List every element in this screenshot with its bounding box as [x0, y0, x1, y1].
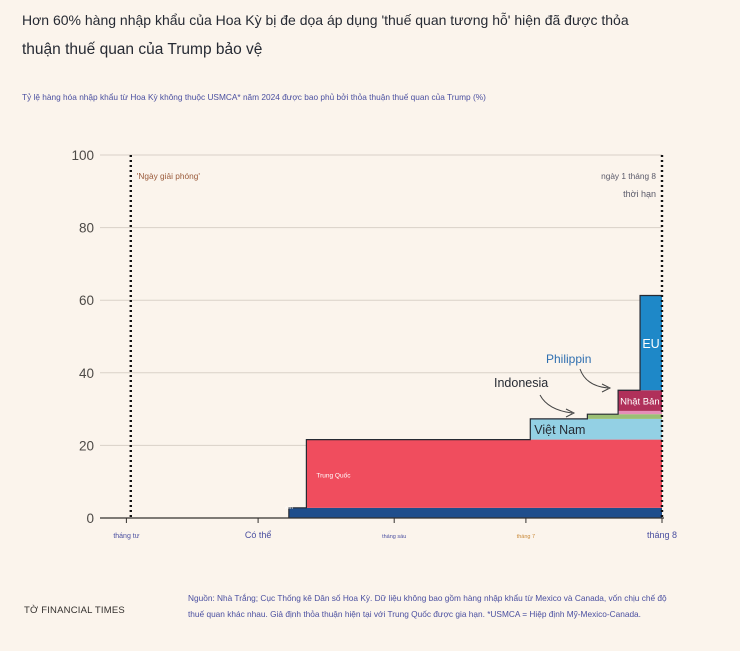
area-eu [640, 295, 662, 391]
x-tick-label-3: tháng 7 [517, 534, 535, 540]
source-line-1: Nguồn: Nhà Trắng; Cục Thống kê Dân số Ho… [188, 593, 667, 603]
series-areas [288, 294, 662, 518]
y-tick-label-20: 20 [79, 438, 94, 453]
event-label-aug1: ngày 1 tháng 8 [601, 171, 656, 181]
label-japan: Nhật Bản [620, 397, 660, 408]
arrowhead-indonesia [565, 408, 576, 418]
area-trung-quốc [306, 439, 662, 508]
event-label-liberation-day: 'Ngày giải phóng' [137, 171, 201, 181]
x-tick-label-4: tháng 8 [647, 530, 677, 540]
label-china: Trung Quốc [316, 470, 351, 479]
x-tick-label-2: tháng sáu [382, 534, 406, 540]
arrowhead-philippines [601, 383, 612, 393]
event-lines: 'Ngày giải phóng' ngày 1 tháng 8 thời hạn [129, 155, 664, 518]
y-tick-label-0: 0 [86, 511, 94, 526]
y-tick-label-60: 60 [79, 293, 94, 308]
x-tick-label-1: Có thể [245, 530, 272, 540]
chart-title-line1: Hơn 60% hàng nhập khẩu của Hoa Kỳ bị đe … [22, 12, 629, 28]
arrow-indonesia [539, 394, 573, 414]
area-anh [288, 507, 662, 518]
footer-brand: TỜ FINANCIAL TIMES [24, 605, 125, 616]
gridlines [100, 154, 662, 446]
footer-source: Nguồn: Nhà Trắng; Cục Thống kê Dân số Ho… [188, 590, 708, 622]
label-eu: EU [642, 337, 659, 351]
axes: 0 20 40 60 80 100 tháng tư Có thể tháng sáu tháng… [71, 148, 677, 540]
chart-subtitle: Tỷ lệ hàng hóa nhập khẩu từ Hoa Kỳ không… [22, 92, 486, 102]
title-block: Hơn 60% hàng nhập khẩu của Hoa Kỳ bị đe … [22, 10, 722, 61]
arrow-philippines [579, 368, 609, 389]
y-tick-label-40: 40 [79, 366, 94, 381]
area-việt-nam [530, 418, 662, 440]
label-indonesia: Indonesia [494, 376, 548, 390]
y-tick-label-100: 100 [71, 148, 94, 163]
chart-title-line2: thuận thuế quan của Trump bảo vệ [22, 41, 263, 58]
label-uk: Anh [285, 505, 294, 510]
area-indonesia [587, 414, 662, 419]
series-labels: Anh Trung Quốc Việt Nam Indonesia Philippin N… [285, 337, 660, 510]
x-tick-label-0: tháng tư [113, 533, 139, 540]
area-nhật-bản [618, 390, 662, 411]
total-outline [288, 294, 662, 518]
source-line-2: thuế quan khác nhau. Giả định thỏa thuận… [188, 609, 641, 619]
area-philippin [618, 410, 662, 415]
label-vietnam: Việt Nam [534, 423, 585, 437]
event-label-deadline: thời hạn [623, 189, 656, 199]
y-tick-label-80: 80 [79, 221, 94, 236]
label-philippines: Philippin [546, 352, 591, 366]
